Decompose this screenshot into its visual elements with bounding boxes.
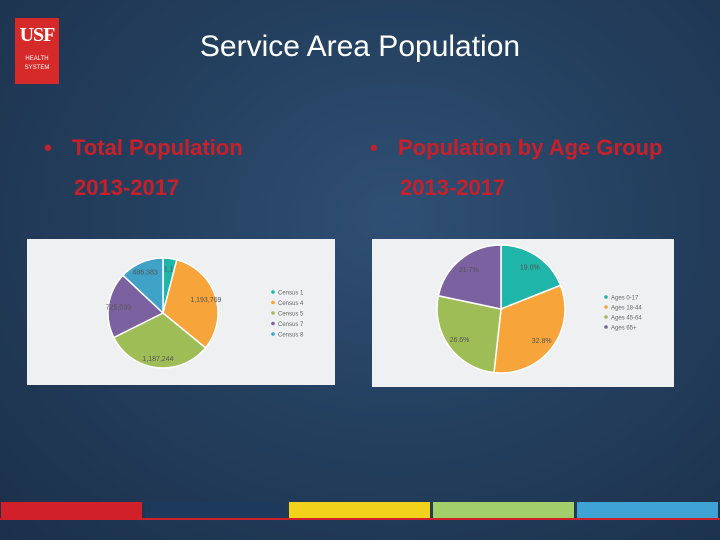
total-population-chart-panel: 151,143 1,193,769 1,187,244 725,039 486,383 C… — [27, 239, 335, 385]
legend-marker-census-8 — [271, 332, 275, 336]
legend-marker-ages-18-44 — [604, 305, 608, 309]
usf-health-logo: USF HEALTH SYSTEM — [15, 18, 59, 84]
age-group-chart-panel: 19.0% 32.8% 26.6% 21.7% Ages 0-17 Ages 18-44 A… — [372, 239, 674, 387]
data-label-census-5: 1,187,244 — [142, 356, 173, 363]
bullet-total-population: • Total Population 2013-2017 — [44, 128, 324, 208]
legend-entry-census-7: Census 7 — [278, 322, 304, 328]
legend-marker-ages-65 — [604, 325, 608, 329]
legend-entry-ages-0-17: Ages 0-17 — [611, 296, 639, 302]
footer-segment — [289, 502, 430, 518]
bullet-left-line2: 2013-2017 — [74, 175, 180, 200]
data-label-ages-18-44: 32.8% — [532, 338, 552, 345]
legend-marker-census-1 — [271, 290, 275, 294]
pie-slice-census-4 — [162, 258, 219, 349]
data-label-census-8: 486,383 — [132, 270, 157, 277]
legend-marker-ages-0-17 — [604, 295, 608, 299]
bullet-dot: • — [370, 135, 378, 160]
footer-baseline — [0, 518, 720, 520]
legend-marker-census-4 — [271, 300, 275, 305]
total-population-pie-chart: 151,143 1,193,769 1,187,244 725,039 486,383 C… — [106, 257, 304, 369]
bullet-left-line1: Total Population — [72, 135, 243, 160]
legend-marker-census-7 — [271, 321, 275, 326]
slide-title: Service Area Population — [199, 30, 521, 63]
legend-entry-ages-45-64: Ages 45-64 — [611, 316, 642, 322]
footer-segment — [433, 502, 574, 518]
data-label-ages-0-17: 19.0% — [520, 265, 540, 272]
legend-entry-census-4: Census 4 — [278, 301, 304, 307]
data-label-census-4: 1,193,769 — [190, 297, 221, 304]
footer-segment — [577, 502, 718, 518]
pie-slice-census-7 — [107, 274, 165, 339]
legend-entry-ages-65: Ages 65+ — [611, 326, 637, 332]
logo-sub-line2: SYSTEM — [24, 65, 50, 71]
footer-segment — [145, 502, 286, 518]
pie-slice-ages-18-44 — [493, 284, 566, 374]
data-label-census-1: 151,143 — [156, 266, 181, 273]
bullet-age-group: • Population by Age Group 2013-2017 — [370, 128, 710, 208]
data-label-census-7: 725,039 — [106, 304, 131, 311]
bullet-dot: • — [44, 135, 52, 160]
legend-entry-census-8: Census 8 — [278, 333, 304, 339]
footer-segment — [1, 502, 142, 518]
logo-sub-line1: HEALTH — [25, 56, 49, 62]
legend-marker-census-5 — [271, 311, 275, 315]
pie-slice-census-8 — [121, 257, 164, 315]
data-label-ages-65: 21.7% — [459, 267, 479, 274]
legend-entry-census-5: Census 5 — [278, 312, 304, 318]
legend-marker-ages-45-64 — [604, 315, 608, 319]
pie-slice-ages-65 — [437, 244, 502, 310]
age-group-pie-chart: 19.0% 32.8% 26.6% 21.7% Ages 0-17 Ages 18-44 A… — [436, 244, 642, 374]
logo-mark: USF — [19, 24, 56, 46]
footer-color-bar — [0, 502, 720, 520]
legend-entry-census-1: Census 1 — [278, 291, 304, 297]
legend-entry-ages-18-44: Ages 18-44 — [611, 306, 642, 312]
data-label-ages-45-64: 26.6% — [450, 337, 470, 344]
pie-slice-ages-45-64 — [436, 294, 502, 374]
pie-slice-ages-0-17 — [500, 244, 562, 311]
bullet-right-line2: 2013-2017 — [400, 175, 506, 200]
bullet-right-line1: Population by Age Group — [398, 135, 663, 160]
